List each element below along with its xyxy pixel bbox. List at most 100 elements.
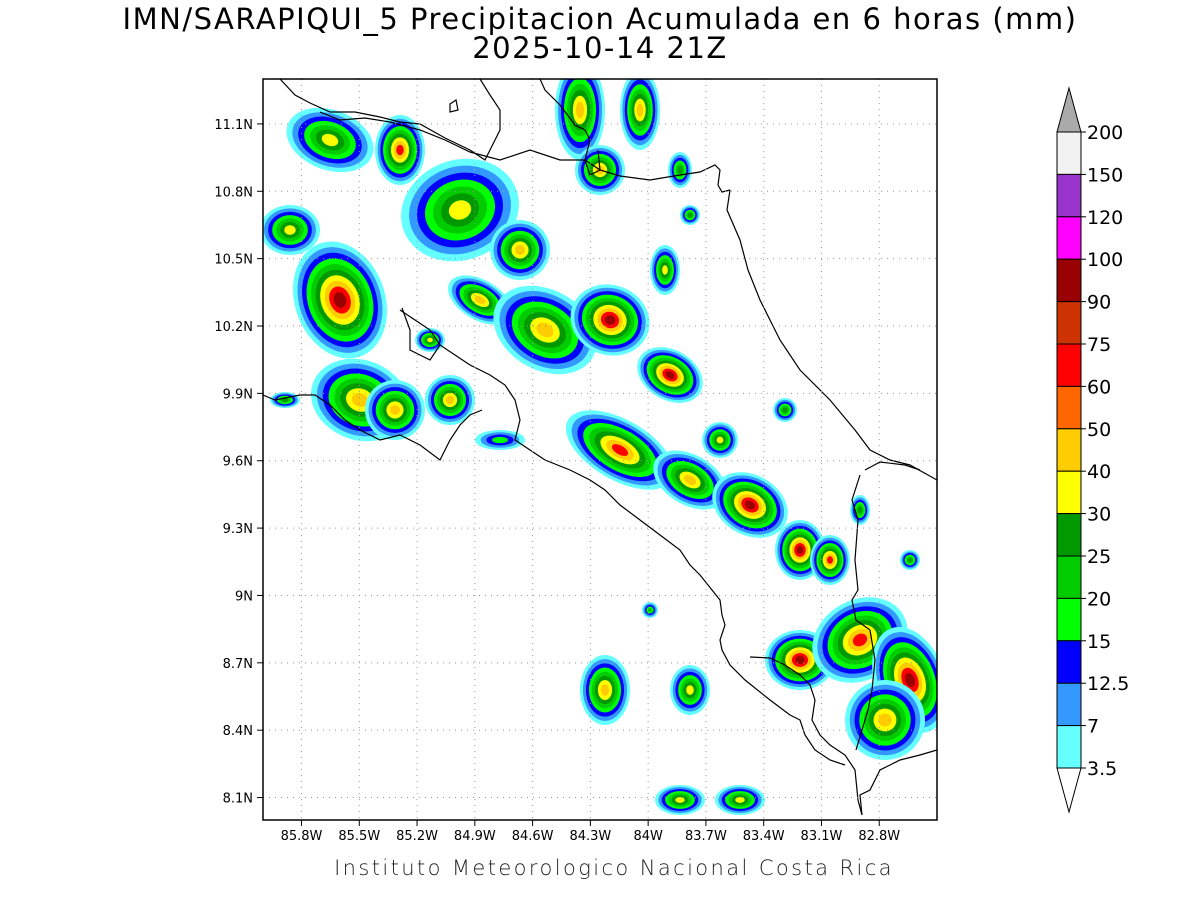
precip-contour [683,475,697,485]
precip-contour [687,212,693,218]
precip-contour [665,371,675,379]
precip-contour [857,506,863,514]
colorbar-level-label: 200 [1087,122,1123,144]
colorbar-under-arrow [1056,767,1082,814]
precip-contour [907,557,913,563]
colorbar-level-label: 30 [1087,504,1111,526]
precip-contour [904,672,916,688]
precip-contour [611,444,629,456]
precip-contour [427,337,433,343]
colorbar-swatch [1056,428,1082,472]
precip-contour [647,607,653,613]
precip-contour [677,166,683,174]
golfo-dulce [804,734,846,766]
colorbar: 200 150 120 100 90 75 60 50 40 30 25 20 15 12.5 7 3.5 [1056,86,1129,814]
lat-tick-label: 8.4N [223,724,253,739]
colorbar-swatch [1056,258,1082,303]
precip-contour [795,655,805,665]
colorbar-level-label: 25 [1087,546,1111,568]
lat-tick-label: 9.9N [223,387,253,402]
lon-tick-label: 83.4W [743,829,785,844]
precip-contour [735,797,745,803]
lon-tick-label: 85.5W [338,829,380,844]
colorbar-over-arrow [1056,86,1082,133]
precip-contour [575,101,585,119]
precip-contour [686,685,694,695]
colorbar-level-label: 3.5 [1087,758,1117,780]
colorbar-swatch [1056,173,1082,218]
panama-border-2 [851,474,871,631]
precip-contour [600,684,610,696]
caribbean-coast [726,189,937,481]
precip-contour [675,797,685,803]
lon-tick-label: 82.8W [858,829,900,844]
precip-contour [827,556,833,564]
map-gridlines [263,79,937,820]
precip-contour [474,295,486,305]
footer-credit: Instituto Meteorologico Nacional Costa R… [334,856,894,880]
lat-tick-label: 9.3N [223,522,253,537]
colorbar-level-label: 15 [1087,631,1111,653]
panama-border [864,461,921,471]
precip-contour [636,103,644,117]
colorbar-swatch [1056,513,1082,557]
precip-contour [284,225,296,235]
lon-tick-label: 83.7W [685,829,727,844]
precip-contour [492,436,508,444]
precip-contour [445,395,455,405]
colorbar-level-label: 150 [1087,164,1123,186]
map-frame [262,78,938,821]
gulf-nicoya-inner [401,307,441,361]
colorbar-swatch [1056,597,1082,642]
colorbar-level-label: 120 [1087,207,1123,229]
precip-contour [515,245,525,255]
lat-tick-label: 11.1N [214,118,253,133]
lon-tick-label: 84.3W [569,829,611,844]
lon-tick-label: 84W [633,829,663,844]
colorbar-swatch [1056,640,1082,684]
lon-tick-label: 84.6W [512,829,554,844]
colorbar-swatch [1056,131,1082,175]
colorbar-swatch [1056,385,1082,430]
colorbar-level-label: 50 [1087,419,1111,441]
precip-contour [351,393,369,407]
burica [859,749,937,816]
map-title: IMN/SARAPIQUI_5 Precipitacion Acumulada … [122,2,1078,36]
osa-peninsula [749,656,863,816]
colorbar-level-label: 7 [1087,716,1099,738]
lat-tick-label: 9N [235,589,253,604]
nicaragua-border [319,111,731,193]
lon-tick-label: 83.1W [801,829,843,844]
lat-tick-label: 8.7N [223,657,253,672]
precip-contour [396,144,404,156]
colorbar-level-label: 20 [1087,588,1111,610]
colorbar-level-label: 75 [1087,334,1111,356]
precip-contour [878,713,892,727]
colorbar-level-label: 60 [1087,376,1111,398]
gulf-nicoya [399,309,806,736]
precipitation-field [263,79,937,815]
panama-pacific-border [855,629,876,751]
lat-tick-label: 10.8N [214,185,253,200]
lat-tick-label: 9.6N [223,455,253,470]
coastline-borders [263,79,937,816]
colorbar-swatch [1056,343,1082,387]
colorbar-swatch [1056,555,1082,599]
lon-tick-label: 85.2W [396,829,438,844]
nicoya-coast [263,394,483,461]
precip-contour [536,322,554,338]
colorbar-swatch [1056,682,1082,727]
lat-tick-label: 10.2N [214,320,253,335]
lon-tick-label: 84.9W [454,829,496,844]
colorbar-level-label: 12.5 [1087,673,1129,695]
colorbar-swatch [1056,301,1082,345]
precip-contour [390,405,400,415]
colorbar-swatch [1056,216,1082,260]
lat-tick-label: 10.5N [214,253,253,268]
colorbar-swatch [1056,725,1082,769]
precip-contour [662,265,668,275]
lon-tick-label: 85.8W [281,829,323,844]
colorbar-level-label: 40 [1087,461,1111,483]
colorbar-swatch [1056,470,1082,515]
